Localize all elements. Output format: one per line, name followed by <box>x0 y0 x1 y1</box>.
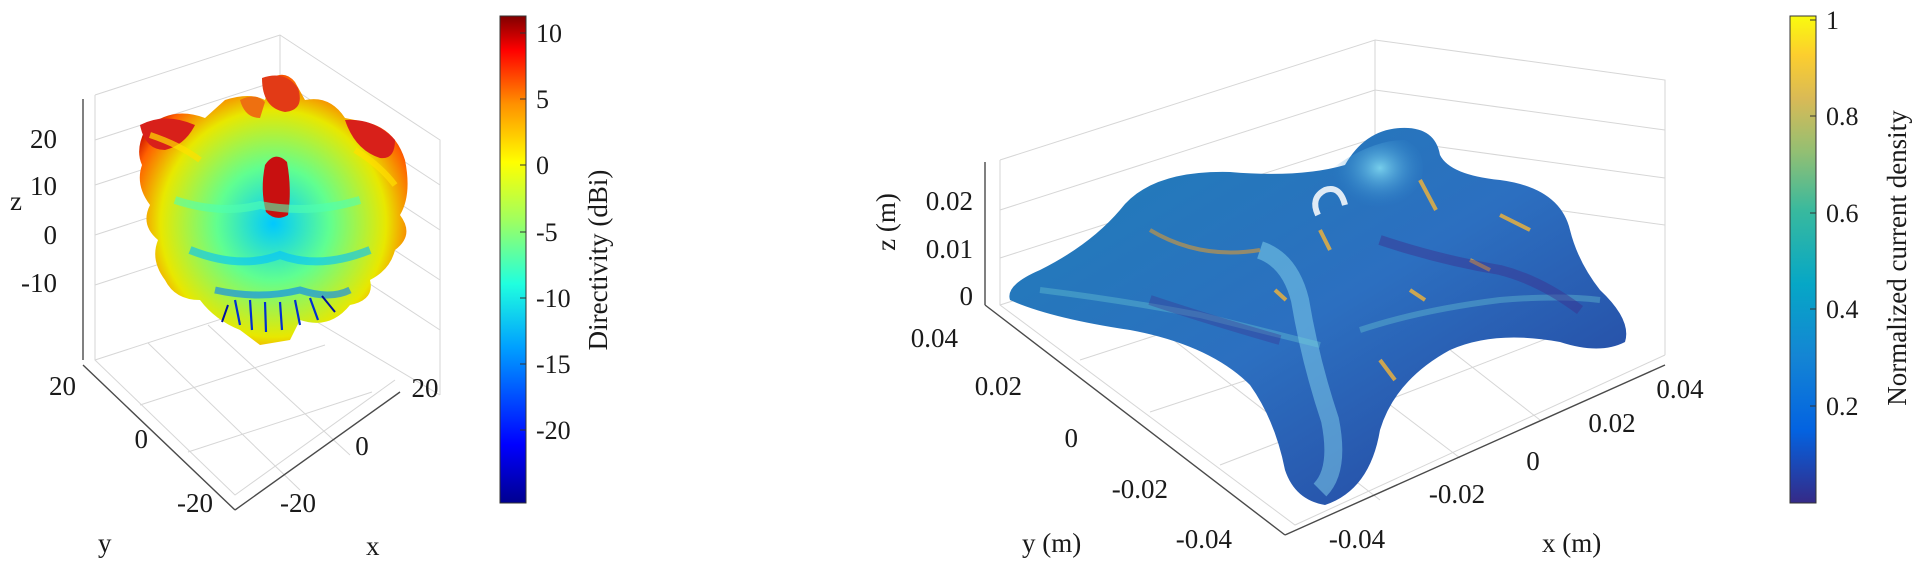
left-colorbar-tick-label: 0 <box>536 151 549 180</box>
left-colorbar-tick-label: 10 <box>536 19 562 48</box>
left-colorbar-tick-label: -5 <box>536 218 558 247</box>
left-x-tick-label: -20 <box>280 488 316 518</box>
right-colorbar-tick-label: 0.6 <box>1826 199 1859 228</box>
right-z-tick-label: 0 <box>960 281 974 311</box>
left-x-tick-label: 0 <box>355 431 369 461</box>
right-z-axis-label: z (m) <box>871 193 901 251</box>
right-colorbar-tick-label: 0.4 <box>1826 295 1859 324</box>
current-density-surface <box>1009 127 1627 505</box>
left-y-ticks: 20 0 -20 <box>49 371 213 518</box>
left-x-axis-label: x <box>366 531 380 561</box>
left-axes <box>82 99 401 511</box>
right-x-tick-label: -0.02 <box>1429 479 1485 509</box>
left-y-tick-label: -20 <box>177 488 213 518</box>
left-y-axis-label: y <box>98 528 112 558</box>
right-y-tick-label: -0.04 <box>1176 524 1233 554</box>
left-colorbar-ticks <box>520 32 526 431</box>
left-z-tick-label: 0 <box>44 220 58 250</box>
right-x-tick-label: 0.02 <box>1588 408 1635 438</box>
left-colorbar-tick-label: -15 <box>536 350 571 379</box>
left-z-tick-label: 10 <box>30 171 57 201</box>
left-y-tick-label: 0 <box>135 424 149 454</box>
right-colorbar-label: Normalized current density <box>1882 110 1912 406</box>
right-y-tick-label: 0.04 <box>911 323 959 353</box>
right-colorbar-ticks <box>1810 19 1816 407</box>
left-z-tick-label: 20 <box>30 124 57 154</box>
right-y-tick-label: 0 <box>1065 423 1079 453</box>
right-x-ticks: -0.04 -0.02 0 0.02 0.04 <box>1329 374 1704 554</box>
right-axes <box>984 162 1666 536</box>
right-x-tick-label: 0.04 <box>1656 374 1704 404</box>
radiation-pattern-surface <box>139 74 408 346</box>
right-z-tick-label: 0.02 <box>926 186 973 216</box>
right-colorbar-tick-label: 1 <box>1826 6 1839 35</box>
right-z-ticks: 0.02 0.01 0 <box>926 186 973 311</box>
right-colorbar-tick-label: 0.8 <box>1826 102 1859 131</box>
right-x-tick-label: 0 <box>1526 446 1540 476</box>
left-y-tick-label: 20 <box>49 371 76 401</box>
right-x-tick-label: -0.04 <box>1329 524 1386 554</box>
left-colorbar-tick-label: -20 <box>536 416 571 445</box>
right-y-ticks: 0.04 0.02 0 -0.02 -0.04 <box>911 323 1233 554</box>
right-colorbar-tick-label: 0.2 <box>1826 392 1859 421</box>
left-colorbar-gradient <box>499 15 527 504</box>
left-z-ticks: 20 10 0 -10 <box>21 124 57 298</box>
right-z-tick-label: 0.01 <box>926 234 973 264</box>
right-colorbar-gradient <box>1789 15 1817 504</box>
directivity-plot: 20 10 0 -10 z 20 0 -20 y -20 0 20 x <box>10 15 613 561</box>
right-colorbar: 1 0.8 0.6 0.4 0.2 Normalized current den… <box>1789 6 1912 504</box>
left-z-axis-label: z <box>10 186 22 216</box>
right-y-tick-label: -0.02 <box>1112 474 1168 504</box>
left-z-tick-label: -10 <box>21 268 57 298</box>
left-colorbar-tick-label: 5 <box>536 85 549 114</box>
right-y-tick-label: 0.02 <box>975 371 1022 401</box>
right-x-axis-label: x (m) <box>1542 528 1601 558</box>
left-colorbar-tick-label: -10 <box>536 284 571 313</box>
left-colorbar-label: Directivity (dBi) <box>583 170 613 351</box>
left-x-ticks: -20 0 20 <box>280 373 439 518</box>
right-y-axis-label: y (m) <box>1022 528 1081 558</box>
current-density-plot: 0.02 0.01 0 z (m) 0.04 0.02 0 -0.02 -0.0… <box>871 6 1912 558</box>
left-x-tick-label: 20 <box>412 373 439 403</box>
left-colorbar: 10 5 0 -5 -10 -15 -20 Directivity (dBi) <box>499 15 613 504</box>
